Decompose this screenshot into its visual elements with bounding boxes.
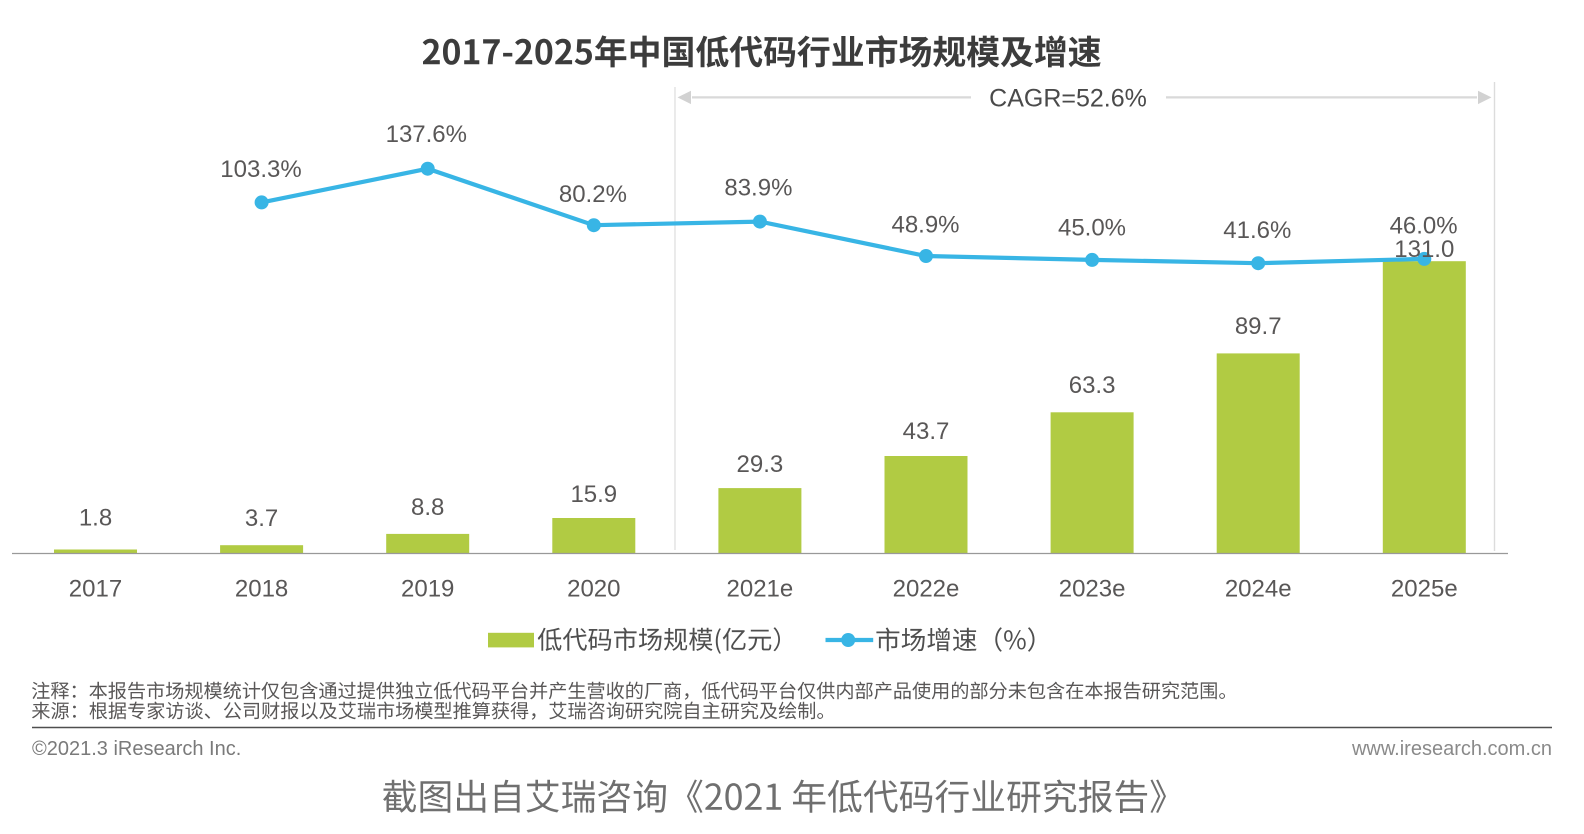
svg-text:48.9%: 48.9% [891, 212, 959, 239]
svg-text:46.0%: 46.0% [1390, 213, 1458, 240]
svg-text:2019: 2019 [401, 576, 454, 603]
svg-text:3.7: 3.7 [245, 505, 278, 532]
svg-text:89.7: 89.7 [1235, 313, 1282, 340]
svg-text:2020: 2020 [567, 576, 620, 603]
svg-text:29.3: 29.3 [737, 451, 784, 478]
svg-text:©2021.3 iResearch Inc.: ©2021.3 iResearch Inc. [32, 738, 241, 760]
svg-text:103.3%: 103.3% [220, 156, 301, 183]
svg-text:2025e: 2025e [1391, 576, 1458, 603]
svg-text:137.6%: 137.6% [386, 121, 467, 148]
svg-text:CAGR=52.6%: CAGR=52.6% [989, 85, 1147, 113]
svg-text:1.8: 1.8 [79, 505, 112, 532]
svg-text:43.7: 43.7 [903, 418, 950, 445]
svg-text:2018: 2018 [235, 576, 288, 603]
svg-text:63.3: 63.3 [1069, 372, 1116, 399]
svg-text:80.2%: 80.2% [559, 181, 627, 208]
svg-text:8.8: 8.8 [411, 494, 444, 521]
svg-text:2023e: 2023e [1059, 576, 1126, 603]
svg-text:83.9%: 83.9% [724, 175, 792, 202]
svg-text:131.0: 131.0 [1394, 236, 1454, 263]
svg-text:41.6%: 41.6% [1223, 217, 1291, 244]
svg-text:2024e: 2024e [1225, 576, 1292, 603]
svg-text:45.0%: 45.0% [1058, 214, 1126, 241]
svg-text:2017: 2017 [69, 576, 122, 603]
svg-text:2021e: 2021e [727, 576, 794, 603]
svg-text:2022e: 2022e [893, 576, 960, 603]
svg-text:15.9: 15.9 [570, 481, 617, 508]
svg-text:www.iresearch.com.cn: www.iresearch.com.cn [1351, 738, 1552, 760]
